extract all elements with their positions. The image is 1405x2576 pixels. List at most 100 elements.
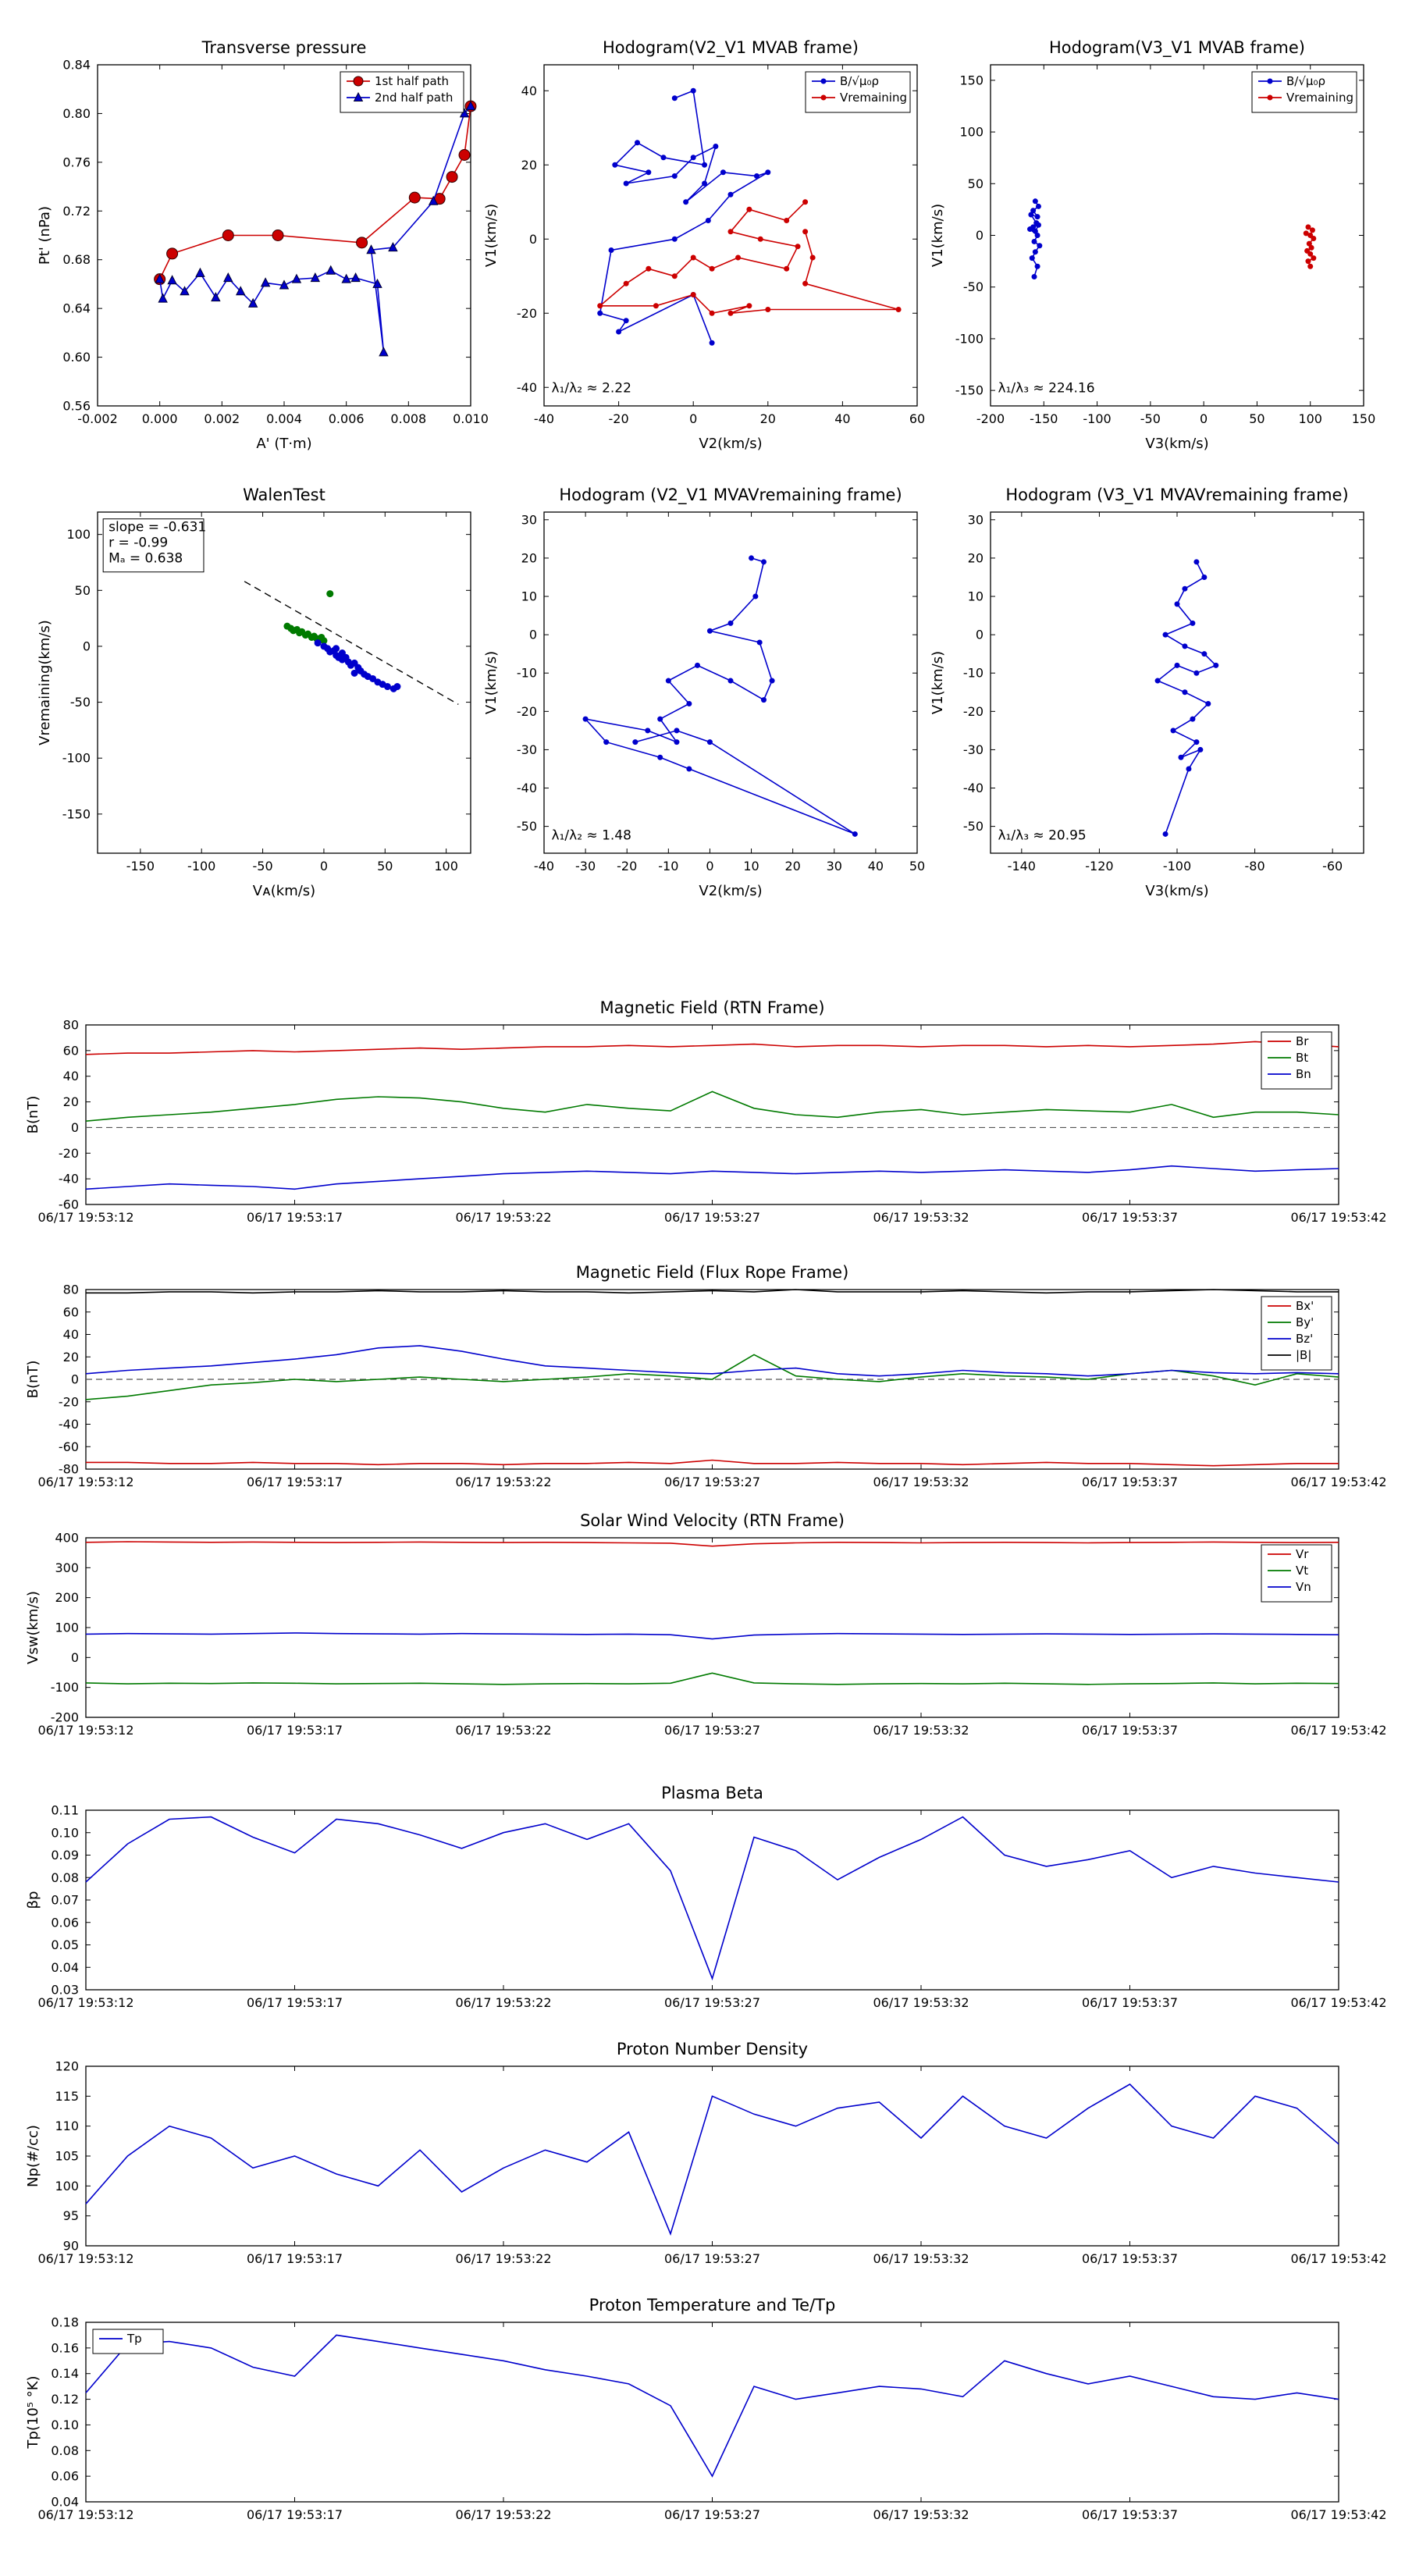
svg-text:0.11: 0.11	[51, 1803, 79, 1818]
svg-text:50: 50	[75, 583, 91, 598]
svg-text:-100: -100	[187, 859, 215, 873]
svg-text:0.64: 0.64	[62, 301, 91, 316]
svg-text:A' (T·m): A' (T·m)	[256, 436, 311, 452]
svg-text:200: 200	[55, 1590, 79, 1605]
svg-text:V1(km/s): V1(km/s)	[483, 204, 500, 267]
svg-text:06/17 19:53:12: 06/17 19:53:12	[37, 2507, 133, 2522]
svg-text:Hodogram (V2_V1 MVAVremaining: Hodogram (V2_V1 MVAVremaining frame)	[559, 486, 902, 505]
svg-text:40: 40	[63, 1069, 79, 1083]
svg-text:0.08: 0.08	[51, 1870, 79, 1885]
svg-text:06/17 19:53:17: 06/17 19:53:17	[247, 1995, 343, 2010]
svg-text:06/17 19:53:12: 06/17 19:53:12	[37, 1995, 133, 2010]
svg-text:06/17 19:53:37: 06/17 19:53:37	[1082, 2251, 1178, 2266]
svg-text:-60: -60	[1322, 859, 1343, 873]
svg-text:40: 40	[868, 859, 884, 873]
svg-text:06/17 19:53:42: 06/17 19:53:42	[1290, 2251, 1386, 2266]
svg-text:0.12: 0.12	[51, 2392, 79, 2407]
svg-text:Hodogram (V3_V1 MVAVremaining: Hodogram (V3_V1 MVAVremaining frame)	[1005, 486, 1348, 505]
svg-text:Vr: Vr	[1296, 1547, 1309, 1561]
svg-text:V1(km/s): V1(km/s)	[930, 651, 946, 714]
svg-text:06/17 19:53:12: 06/17 19:53:12	[37, 2251, 133, 2266]
svg-text:-20: -20	[517, 704, 537, 719]
svg-text:0.68: 0.68	[62, 252, 91, 267]
svg-text:Plasma Beta: Plasma Beta	[661, 1784, 763, 1802]
svg-text:0: 0	[83, 639, 91, 653]
svg-text:40: 40	[521, 84, 537, 98]
svg-text:0.72: 0.72	[62, 204, 91, 219]
hodogram-v3v1-mvab-chart: -200 -150 -100 -50 0 50 100 150 -150 -100 -50 0 50 10…	[930, 38, 1375, 452]
svg-text:110: 110	[55, 2119, 79, 2133]
svg-text:-50: -50	[963, 279, 984, 294]
svg-text:V2(km/s): V2(km/s)	[699, 436, 762, 452]
svg-text:Solar Wind Velocity (RTN Frame: Solar Wind Velocity (RTN Frame)	[580, 1511, 845, 1530]
svg-text:-40: -40	[517, 781, 537, 795]
svg-text:06/17 19:53:22: 06/17 19:53:22	[455, 1475, 551, 1489]
svg-text:Proton Number Density: Proton Number Density	[617, 2040, 808, 2058]
svg-text:Bn: Bn	[1296, 1067, 1311, 1081]
svg-text:0.10: 0.10	[51, 2418, 79, 2432]
svg-text:V3(km/s): V3(km/s)	[1145, 883, 1208, 899]
svg-text:λ₁/λ₃ ≈ 20.95: λ₁/λ₃ ≈ 20.95	[998, 828, 1087, 844]
svg-text:06/17 19:53:37: 06/17 19:53:37	[1082, 1995, 1178, 2010]
svg-text:WalenTest: WalenTest	[243, 486, 325, 504]
svg-text:-30: -30	[575, 859, 596, 873]
svg-text:-20: -20	[609, 411, 629, 426]
svg-text:30: 30	[521, 512, 537, 527]
svg-text:-150: -150	[1030, 411, 1058, 426]
svg-text:06/17 19:53:37: 06/17 19:53:37	[1082, 1210, 1178, 1225]
svg-text:100: 100	[959, 125, 984, 140]
svg-text:06/17 19:53:27: 06/17 19:53:27	[664, 1723, 760, 1738]
svg-text:λ₁/λ₃ ≈ 224.16: λ₁/λ₃ ≈ 224.16	[998, 381, 1095, 397]
svg-text:06/17 19:53:27: 06/17 19:53:27	[664, 1475, 760, 1489]
svg-text:-100: -100	[1083, 411, 1111, 426]
svg-text:06/17 19:53:12: 06/17 19:53:12	[37, 1210, 133, 1225]
svg-text:80: 80	[63, 1283, 79, 1297]
svg-text:Vremaining: Vremaining	[840, 91, 907, 105]
svg-text:V1(km/s): V1(km/s)	[483, 651, 500, 714]
svg-text:-60: -60	[59, 1439, 79, 1454]
svg-text:06/17 19:53:17: 06/17 19:53:17	[247, 1475, 343, 1489]
svg-text:95: 95	[63, 2208, 79, 2223]
svg-text:-40: -40	[963, 781, 984, 795]
svg-text:0: 0	[71, 1372, 79, 1387]
hodogram-v2v1-mvab-chart: -40 -20 0 20 40 60 -40 -20 0 20 40 Hodogram(V2_V1 M…	[483, 38, 925, 452]
svg-text:0.008: 0.008	[390, 411, 426, 426]
svg-text:Proton Temperature and Te/Tp: Proton Temperature and Te/Tp	[589, 2296, 836, 2314]
svg-text:V1(km/s): V1(km/s)	[930, 204, 946, 267]
svg-text:06/17 19:53:32: 06/17 19:53:32	[873, 2251, 969, 2266]
svg-text:-150: -150	[62, 806, 91, 821]
svg-text:06/17 19:53:37: 06/17 19:53:37	[1082, 1475, 1178, 1489]
walen-test-chart: -150 -100 -50 0 50 100 -150 -100 -50 0 50 100 WalenT…	[37, 486, 471, 899]
svg-text:105: 105	[55, 2149, 79, 2164]
svg-text:50: 50	[1249, 411, 1264, 426]
svg-text:60: 60	[63, 1304, 79, 1319]
svg-text:Hodogram(V2_V1 MVAB frame): Hodogram(V2_V1 MVAB frame)	[603, 38, 859, 58]
svg-text:0.76: 0.76	[62, 155, 91, 169]
svg-text:B(nT): B(nT)	[25, 1096, 41, 1134]
svg-text:Np(#/cc): Np(#/cc)	[25, 2125, 41, 2187]
svg-text:30: 30	[968, 512, 984, 527]
svg-text:-40: -40	[534, 411, 554, 426]
svg-text:|B|: |B|	[1296, 1348, 1311, 1362]
svg-text:Magnetic Field (RTN Frame): Magnetic Field (RTN Frame)	[599, 998, 824, 1017]
svg-text:100: 100	[66, 527, 91, 542]
svg-text:0: 0	[71, 1120, 79, 1135]
svg-text:0.06: 0.06	[51, 2469, 79, 2484]
svg-text:Tp(10⁵ °K): Tp(10⁵ °K)	[25, 2375, 41, 2449]
svg-text:06/17 19:53:37: 06/17 19:53:37	[1082, 2507, 1178, 2522]
svg-text:400: 400	[55, 1531, 79, 1546]
svg-text:0: 0	[71, 1650, 79, 1665]
svg-text:λ₁/λ₂ ≈ 2.22: λ₁/λ₂ ≈ 2.22	[552, 381, 631, 397]
svg-text:Br: Br	[1296, 1034, 1309, 1048]
svg-text:0.006: 0.006	[329, 411, 365, 426]
svg-text:60: 60	[63, 1043, 79, 1058]
transverse-pressure-chart: -0.002 0.000 0.002 0.004 0.006 0.008 0.010 0.56…	[37, 38, 489, 452]
svg-text:90: 90	[63, 2239, 79, 2254]
svg-text:20: 20	[63, 1350, 79, 1364]
svg-text:V2(km/s): V2(km/s)	[699, 883, 762, 899]
solar-wind-velocity-chart: 06/17 19:53:12 06/17 19:53:17 06/17 19:53:…	[25, 1511, 1387, 1738]
hodogram-v2v1-mvav-chart: -40 -30 -20 -10 0 10 20 30 40 50 -50 -40 -30 -20 -10 0 1…	[483, 486, 925, 899]
svg-text:80: 80	[63, 1018, 79, 1033]
svg-text:06/17 19:53:32: 06/17 19:53:32	[873, 1995, 969, 2010]
